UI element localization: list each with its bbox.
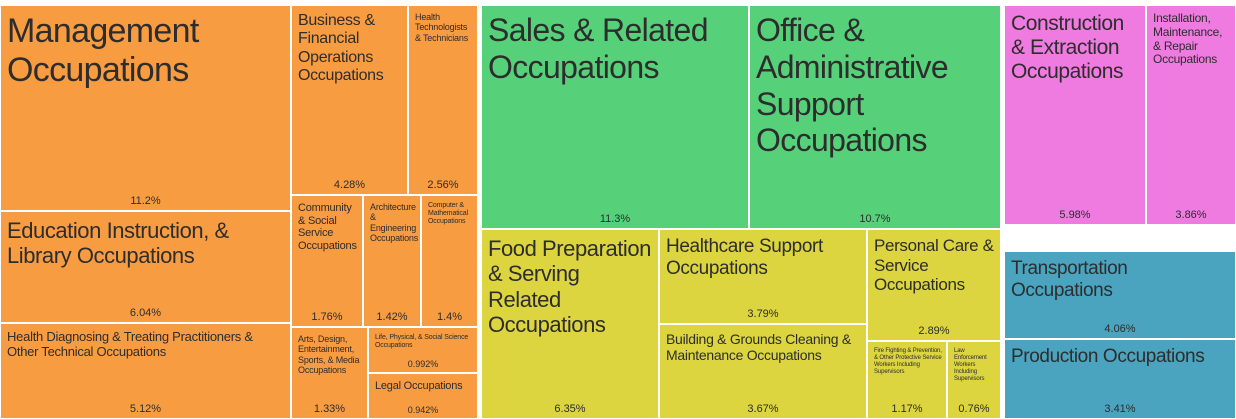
treemap-cell: Health Technologists & Technicians 2.56%	[408, 5, 478, 195]
value-label: 0.76%	[958, 403, 990, 415]
cell-label: Health Technologists & Technicians	[415, 12, 469, 43]
cell-label: Architecture & Engineering Occupations	[370, 202, 419, 244]
treemap-cell: Education Instruction, & Library Occupat…	[0, 211, 291, 323]
treemap-cell: Building & Grounds Cleaning & Maintenanc…	[659, 324, 867, 419]
cell-label: Sales & Related Occupations	[488, 12, 709, 85]
treemap-cell: Production Occupations 3.41%	[1004, 339, 1236, 419]
cell-label: Business & Financial Operations Occupati…	[298, 12, 384, 85]
cell-label: Personal Care & Service Occupations	[874, 236, 994, 295]
treemap-cell: Office & Administrative Support Occupati…	[749, 5, 1001, 229]
treemap-cell: Law Enforcement Workers Including Superv…	[947, 341, 1001, 419]
treemap-cell: Fire Fighting & Prevention, & Other Prot…	[867, 341, 947, 419]
treemap-cell: Management Occupations 11.2%	[0, 5, 291, 211]
cell-label: Office & Administrative Support Occupati…	[756, 12, 949, 159]
treemap-cell: Healthcare Support Occupations 3.79%	[659, 229, 867, 324]
value-label: 6.35%	[554, 403, 586, 415]
value-label: 0.942%	[407, 405, 439, 415]
value-label: 3.86%	[1175, 209, 1207, 221]
value-label: 4.06%	[1104, 323, 1136, 335]
cell-label: Law Enforcement Workers Including Superv…	[954, 348, 987, 382]
cell-label: Life, Physical, & Social Science Occupat…	[375, 334, 469, 350]
cell-label: Education Instruction, & Library Occupat…	[7, 218, 229, 269]
treemap-cell: Health Diagnosing & Treating Practitione…	[0, 323, 291, 419]
treemap-cell: Architecture & Engineering Occupations 1.…	[363, 195, 421, 327]
treemap-cell: Community & Social Service Occupations 1.…	[291, 195, 363, 327]
value-label: 3.79%	[747, 308, 779, 320]
cell-label: Fire Fighting & Prevention, & Other Prot…	[874, 348, 942, 375]
value-label: 3.41%	[1104, 403, 1136, 415]
cell-label: Legal Occupations	[375, 380, 463, 392]
cell-label: Health Diagnosing & Treating Practitione…	[7, 329, 253, 359]
value-label: 2.89%	[918, 325, 950, 337]
treemap-cell: Legal Occupations 0.942%	[368, 373, 478, 419]
value-label: 1.42%	[376, 311, 408, 323]
value-label: 1.33%	[313, 403, 346, 415]
treemap-cell: Business & Financial Operations Occupati…	[291, 5, 408, 195]
value-label: 1.76%	[311, 311, 343, 323]
value-label: 11.2%	[130, 195, 161, 207]
treemap-cell: Installation, Maintenance, & Repair Occu…	[1146, 5, 1236, 225]
cell-label: Community & Social Service Occupations	[298, 202, 357, 252]
cell-label: Arts, Design, Entertainment, Sports, & M…	[298, 334, 360, 376]
treemap-cell: Life, Physical, & Social Science Occupat…	[368, 327, 478, 373]
value-label: 3.67%	[747, 403, 779, 415]
cell-label: Food Preparation & Serving Related Occup…	[488, 236, 651, 337]
value-label: 10.7%	[859, 213, 891, 225]
value-label: 2.56%	[427, 179, 459, 191]
cell-label: Installation, Maintenance, & Repair Occu…	[1153, 11, 1223, 67]
treemap-cell: Sales & Related Occupations 11.3%	[481, 5, 749, 229]
value-label: 6.04%	[129, 307, 162, 319]
cell-label: Production Occupations	[1011, 346, 1205, 367]
cell-label: Construction & Extraction Occupations	[1011, 12, 1124, 84]
cell-label: Healthcare Support Occupations	[666, 236, 823, 279]
cell-label: Building & Grounds Cleaning & Maintenanc…	[666, 331, 851, 364]
cell-label: Management Occupations	[7, 12, 199, 90]
value-label: 5.98%	[1059, 209, 1091, 221]
cell-label: Transportation Occupations	[1011, 258, 1128, 301]
value-label: 0.992%	[407, 359, 439, 369]
treemap-cell: Personal Care & Service Occupations 2.89%	[867, 229, 1001, 341]
treemap-cell: Transportation Occupations 4.06%	[1004, 251, 1236, 339]
value-label: 11.3%	[599, 213, 631, 225]
cell-label: Computer & Mathematical Occupations	[428, 202, 468, 226]
treemap-cell: Computer & Mathematical Occupations 1.4%	[421, 195, 478, 327]
value-label: 4.28%	[333, 179, 366, 191]
value-label: 1.17%	[891, 403, 923, 415]
treemap-cell: Food Preparation & Serving Related Occup…	[481, 229, 659, 419]
treemap-cell: Construction & Extraction Occupations 5.9…	[1004, 5, 1146, 225]
value-label: 1.4%	[436, 311, 463, 323]
treemap-cell: Arts, Design, Entertainment, Sports, & M…	[291, 327, 368, 419]
value-label: 5.12%	[129, 403, 162, 415]
